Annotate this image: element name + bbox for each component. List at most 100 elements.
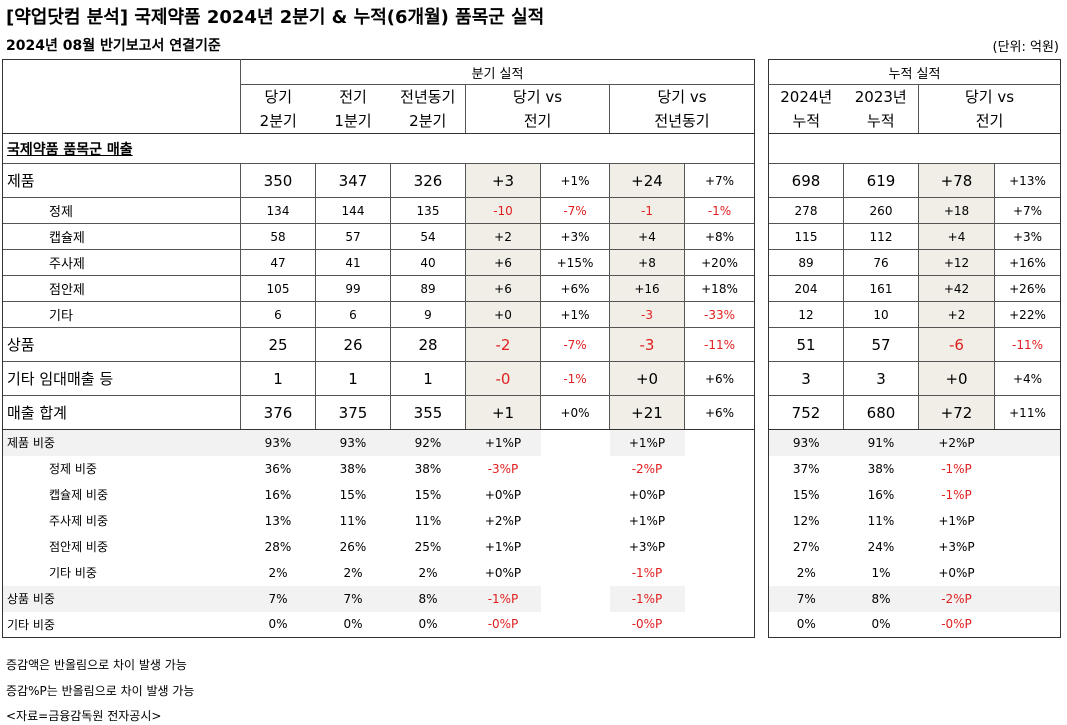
ratio-delta-cumulative: +0%P bbox=[938, 565, 975, 580]
ratio-delta-cumulative: -1%P bbox=[941, 461, 972, 476]
value-2023-cum: 680 bbox=[843, 395, 919, 430]
header-blank bbox=[2, 59, 241, 134]
delta-vs-prev-quarter: -10 bbox=[465, 197, 541, 224]
delta-cumulative: -6 bbox=[918, 327, 995, 362]
ratio-delta-prev-quarter: +1%P bbox=[465, 429, 541, 456]
pct-vs-prev-quarter: -7% bbox=[540, 197, 610, 224]
cumulative-row: 752 680 +72 +11% bbox=[768, 395, 1061, 430]
ratio-delta-prev-year: -1%P bbox=[631, 565, 663, 580]
pct-vs-prev-quarter: +15% bbox=[540, 249, 610, 276]
value-q2: 1 bbox=[240, 361, 316, 396]
delta-vs-prev-year: +8 bbox=[609, 249, 685, 276]
ratio-2023-cum: 16% bbox=[867, 487, 895, 502]
col-header: 1분기 bbox=[315, 108, 391, 134]
value-2024-cum: 115 bbox=[768, 223, 844, 250]
value-2024-cum: 204 bbox=[768, 275, 844, 302]
col-header: 2분기 bbox=[390, 108, 466, 134]
cumulative-row: 204 161 +42 +26% bbox=[768, 275, 1061, 302]
ratio-q2: 7% bbox=[240, 585, 316, 612]
ratio-q2: 16% bbox=[264, 487, 292, 502]
value-2023-cum: 112 bbox=[843, 223, 919, 250]
ratio-q1: 7% bbox=[315, 585, 391, 612]
ratio-q1: 93% bbox=[315, 429, 391, 456]
sales-row: 캡슐제 58 57 54 +2 +3% +4 +8% bbox=[2, 223, 755, 250]
delta-cumulative: +72 bbox=[918, 395, 995, 430]
ratio-2023-cum: 38% bbox=[867, 461, 895, 476]
ratio-q2: 28% bbox=[264, 539, 292, 554]
ratio-delta-cumulative: -0%P bbox=[918, 611, 995, 638]
col-header: 전기 bbox=[465, 108, 610, 134]
value-prev-year: 355 bbox=[390, 395, 466, 430]
col-header: 누적 bbox=[843, 108, 919, 134]
pct-cumulative: +7% bbox=[994, 197, 1061, 224]
ratio-prev-year: 15% bbox=[414, 487, 442, 502]
ratio-row: 27% 24% +3%P bbox=[768, 533, 1061, 560]
ratio-2024-cum: 0% bbox=[768, 611, 844, 638]
delta-cumulative: +4 bbox=[918, 223, 995, 250]
delta-vs-prev-quarter: -2 bbox=[465, 327, 541, 362]
value-2024-cum: 3 bbox=[768, 361, 844, 396]
cumulative-row: 278 260 +18 +7% bbox=[768, 197, 1061, 224]
col-header: 전기 bbox=[339, 88, 367, 107]
ratio-q1: 26% bbox=[339, 539, 367, 554]
ratio-delta-prev-quarter: +2%P bbox=[484, 513, 522, 528]
ratio-prev-year: 25% bbox=[414, 539, 442, 554]
ratio-delta-prev-year: +1%P bbox=[628, 513, 666, 528]
delta-vs-prev-quarter: +0 bbox=[465, 301, 541, 328]
delta-cumulative: +0 bbox=[918, 361, 995, 396]
ratio-2024-cum: 12% bbox=[768, 507, 844, 534]
value-q1: 6 bbox=[315, 301, 391, 328]
value-prev-year: 28 bbox=[390, 327, 466, 362]
row-label: 기타 bbox=[2, 301, 241, 328]
ratio-q2: 13% bbox=[264, 513, 292, 528]
ratio-row: 점안제 비중 28% 26% 25% +1%P +3%P bbox=[2, 533, 755, 560]
value-q1: 57 bbox=[315, 223, 391, 250]
cumulative-group-header: 누적 실적 bbox=[768, 59, 1061, 85]
ratio-row: 기타 비중 0% 0% 0% -0%P -0%P bbox=[2, 611, 755, 638]
ratio-2023-cum: 11% bbox=[867, 513, 895, 528]
ratio-row: 기타 비중 2% 2% 2% +0%P -1%P bbox=[2, 559, 755, 586]
value-2023-cum: 10 bbox=[843, 301, 919, 328]
row-label: 상품 bbox=[2, 327, 241, 362]
cumulative-row: 115 112 +4 +3% bbox=[768, 223, 1061, 250]
value-2023-cum: 619 bbox=[843, 163, 919, 198]
value-prev-year: 54 bbox=[390, 223, 466, 250]
value-prev-year: 326 bbox=[390, 163, 466, 198]
sales-row: 기타 임대매출 등 1 1 1 -0 -1% +0 +6% bbox=[2, 361, 755, 396]
col-header: 당기 vs bbox=[465, 84, 610, 109]
delta-cumulative: +78 bbox=[918, 163, 995, 198]
ratio-delta-prev-quarter: -3%P bbox=[487, 461, 519, 476]
ratio-delta-cumulative: +3%P bbox=[938, 539, 975, 554]
ratio-row: 93% 91% +2%P bbox=[768, 429, 1061, 456]
delta-vs-prev-year: +16 bbox=[609, 275, 685, 302]
ratio-delta-prev-quarter: +0%P bbox=[484, 487, 522, 502]
ratio-delta-prev-quarter: +1%P bbox=[484, 539, 522, 554]
value-prev-year: 135 bbox=[390, 197, 466, 224]
col-header: 당기 vs bbox=[609, 84, 755, 109]
ratio-2023-cum: 1% bbox=[871, 565, 891, 580]
ratio-2024-cum: 27% bbox=[768, 533, 844, 560]
sales-row: 기타 6 6 9 +0 +1% -3 -33% bbox=[2, 301, 755, 328]
value-2024-cum: 698 bbox=[768, 163, 844, 198]
pct-cumulative: +13% bbox=[994, 163, 1061, 198]
ratio-label: 정제 비중 bbox=[2, 455, 241, 482]
delta-vs-prev-year: +0 bbox=[609, 361, 685, 396]
ratio-delta-prev-year: +1%P bbox=[609, 429, 685, 456]
sales-row: 주사제 47 41 40 +6 +15% +8 +20% bbox=[2, 249, 755, 276]
row-label: 점안제 bbox=[2, 275, 241, 302]
ratio-delta-prev-quarter: -0%P bbox=[465, 611, 541, 638]
ratio-row: 7% 8% -2%P bbox=[768, 585, 1061, 612]
col-header: 2024년 bbox=[768, 84, 844, 109]
value-2023-cum: 57 bbox=[843, 327, 919, 362]
value-prev-year: 89 bbox=[390, 275, 466, 302]
pct-cumulative: +11% bbox=[994, 395, 1061, 430]
ratio-row: 2% 1% +0%P bbox=[768, 559, 1061, 586]
col-header: 당기 bbox=[264, 88, 293, 107]
pct-cumulative: +3% bbox=[994, 223, 1061, 250]
sales-row: 점안제 105 99 89 +6 +6% +16 +18% bbox=[2, 275, 755, 302]
value-q2: 350 bbox=[240, 163, 316, 198]
ratio-q2: 0% bbox=[240, 611, 316, 638]
row-label: 캡슐제 bbox=[2, 223, 241, 250]
delta-vs-prev-year: +24 bbox=[609, 163, 685, 198]
delta-vs-prev-year: -3 bbox=[609, 301, 685, 328]
